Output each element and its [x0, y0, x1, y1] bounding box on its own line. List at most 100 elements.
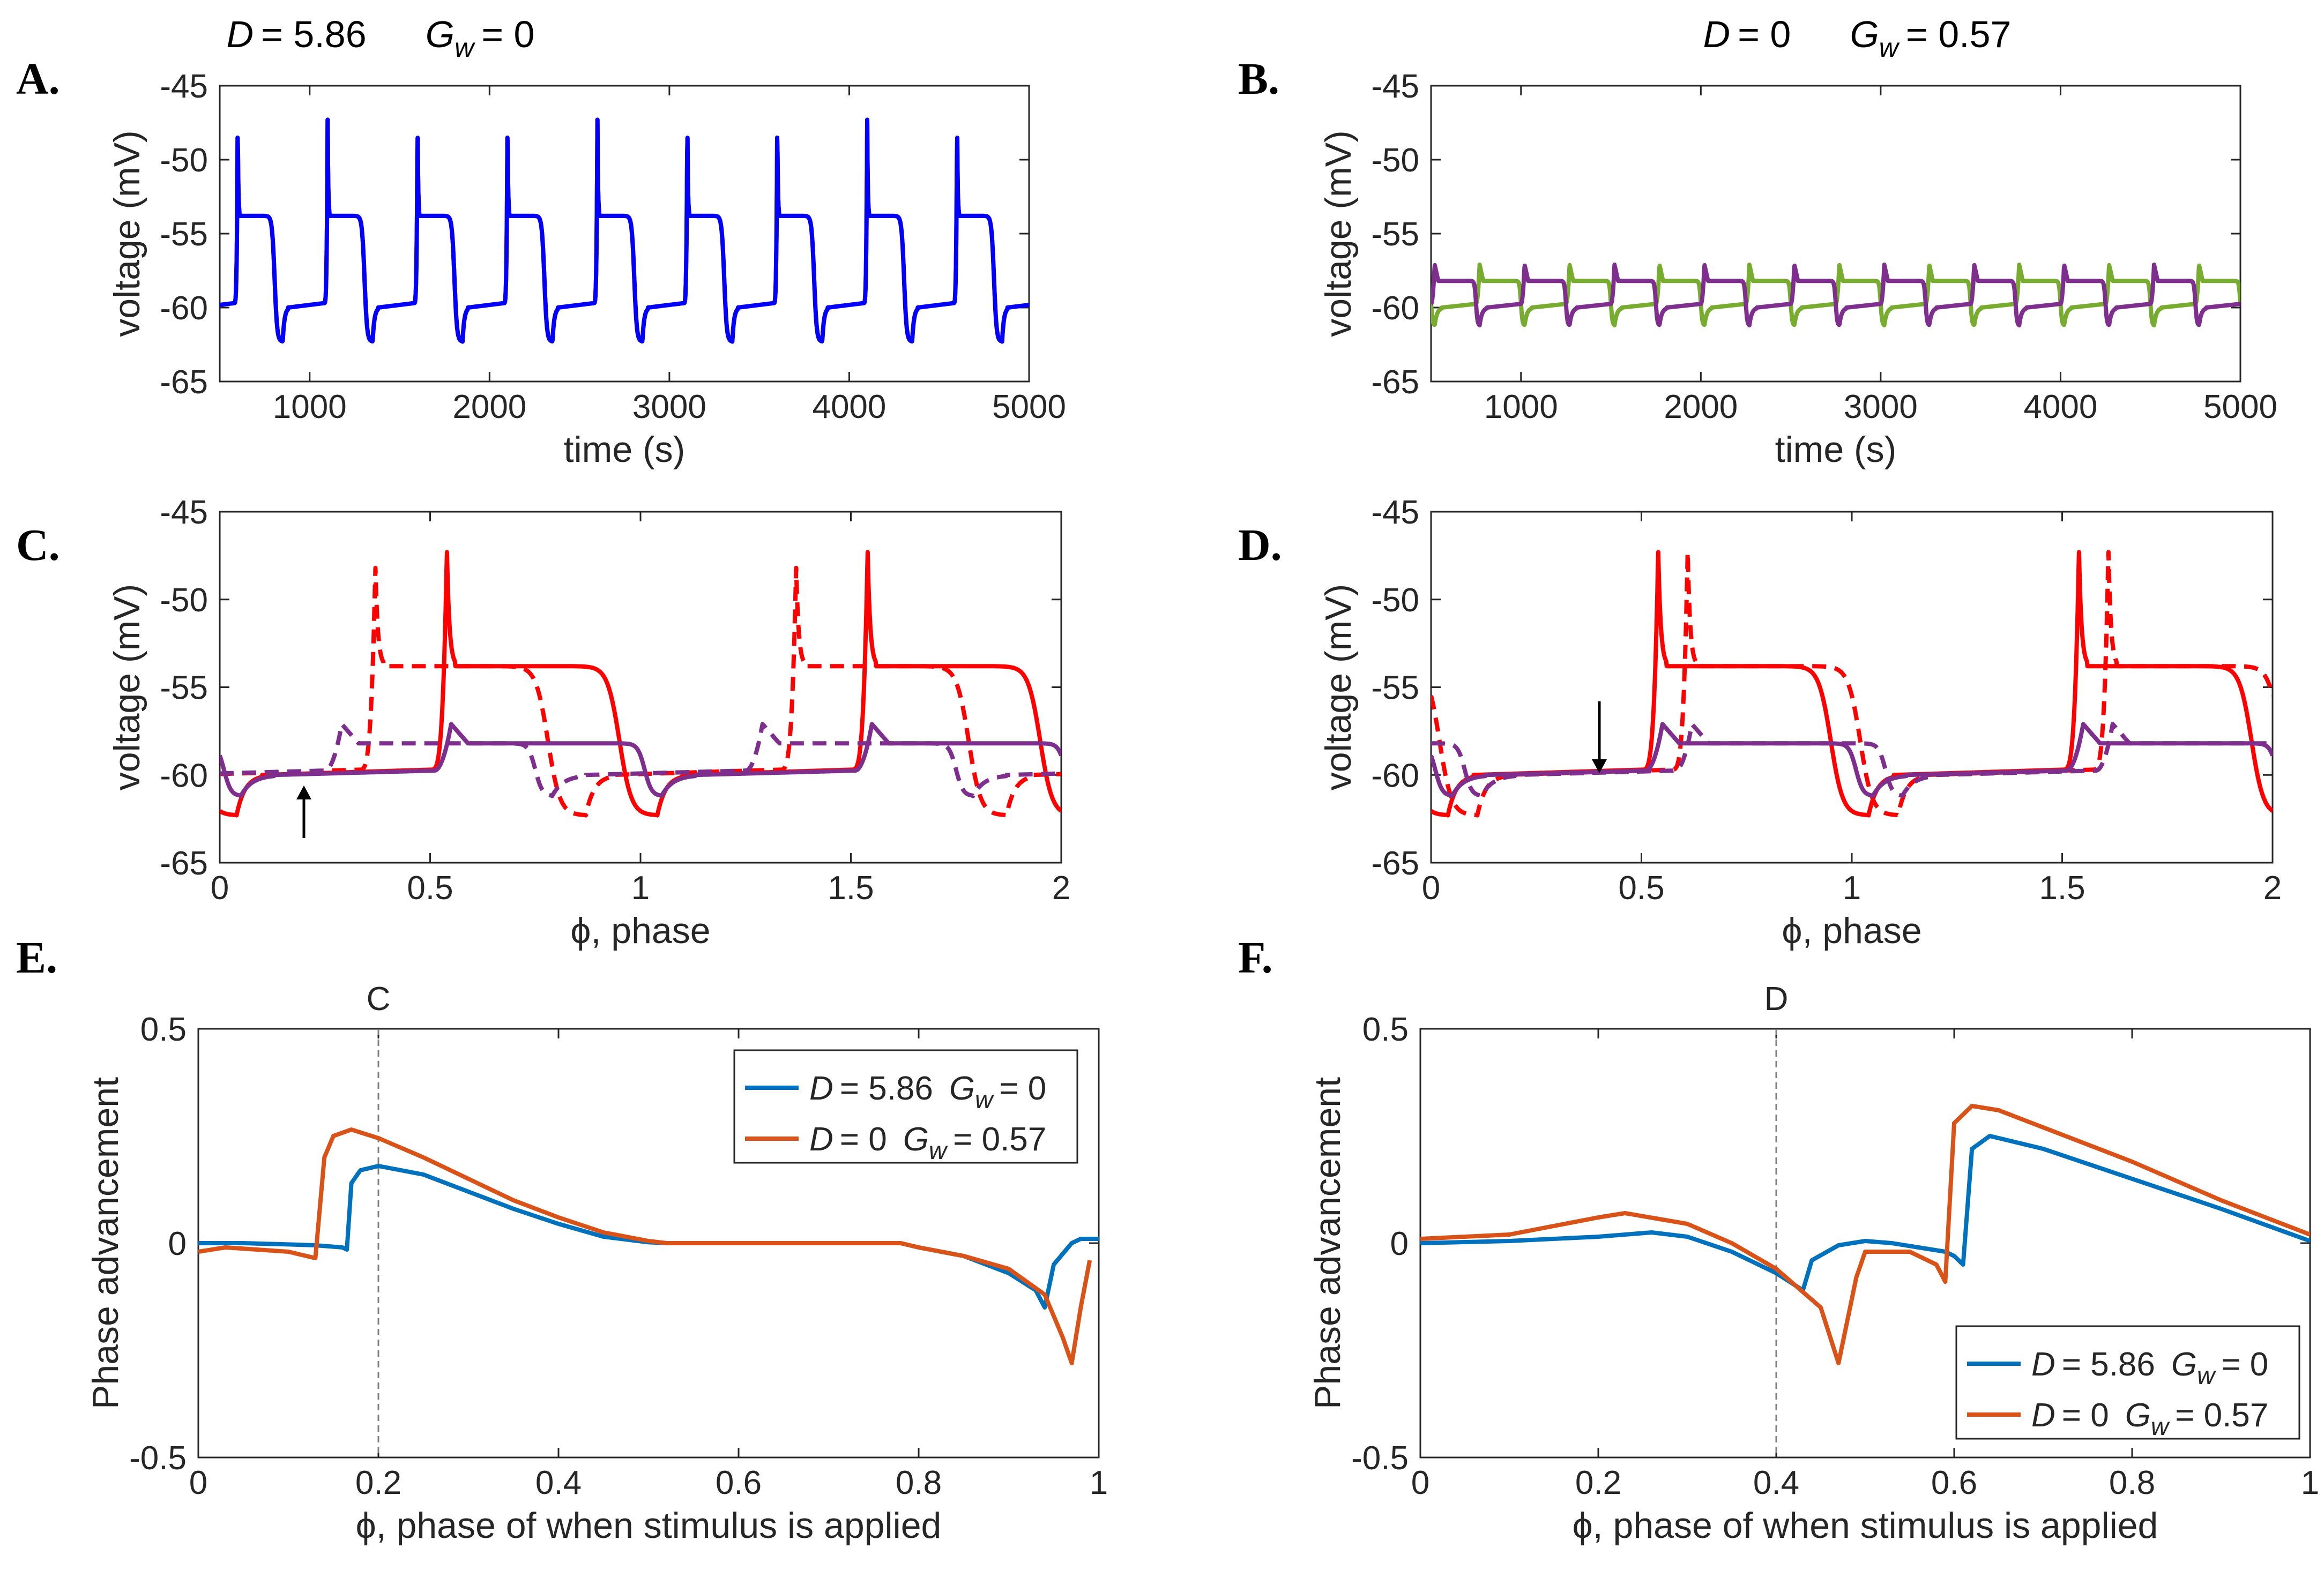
panel-e-xtick-label-0: 0: [189, 1464, 207, 1501]
panel-e-ytick-label-2: -0.5: [129, 1440, 187, 1477]
panel-a-ylabel: voltage (mV): [107, 130, 147, 337]
panel-a: 1000 2000 3000 4000 5000 -45 -50 -55 -60 -65 time …: [16, 54, 1066, 470]
title-left-gval: = 0: [481, 13, 534, 55]
panel-a-ytick-label-0: -45: [160, 68, 208, 105]
panel-a-ytick-label-4: -65: [160, 364, 208, 401]
panel-f-xtick-label-1: 0.2: [1575, 1464, 1621, 1501]
panel-e-series-1: [198, 1127, 1092, 1365]
panel-e-xtick-label-5: 1: [1090, 1464, 1108, 1501]
panel-f-series-1: [1420, 1104, 2310, 1365]
panel-c-xtick-label-3: 1.5: [828, 870, 874, 907]
panel-a-ytick-label-2: -55: [160, 216, 208, 253]
panel-b-plot-box: [1430, 85, 2241, 383]
panel-a-series-1: [220, 117, 1029, 344]
panel-a-xtick-label-4: 5000: [992, 388, 1066, 425]
panel-c-plot-box: [219, 511, 1062, 864]
panel-c: 0 0.5 1 1.5 2 -45 -50 -55 -60 -65 ϕ, phase voltage …: [16, 494, 1070, 951]
panel-d-xtick-label-4: 2: [2263, 870, 2282, 907]
panel-c-arrow-head: [296, 785, 311, 799]
panel-c-ytick-label-0: -45: [160, 494, 208, 531]
title-left-g: G: [426, 13, 455, 55]
panel-c-ytick-label-4: -65: [160, 845, 208, 882]
panel-c-series-3: [220, 722, 1061, 798]
title-right: D = 0 Gw = 0.57: [1703, 13, 2012, 63]
panel-e-panel-letter: E.: [16, 933, 57, 983]
panel-f-legend: D = 5.86 Gw = 0 D = 0 Gw = 0.57: [1955, 1325, 2300, 1440]
panel-f-xtick-label-0: 0: [1411, 1464, 1429, 1501]
panel-e-vline-label: C: [367, 981, 391, 1018]
panel-e-xtick-label-4: 0.8: [896, 1464, 942, 1501]
panel-d-panel-letter: D.: [1238, 520, 1282, 570]
panel-d-xtick-label-2: 1: [1843, 870, 1861, 907]
panel-a-xtick-label-1: 2000: [452, 388, 526, 425]
panel-f-xtick-label-3: 0.6: [1931, 1464, 1977, 1501]
panel-e-legend-label-0: D = 5.86 Gw = 0: [809, 1070, 1046, 1113]
panel-d-xtick-label-1: 0.5: [1618, 870, 1664, 907]
panel-f-ytick-label-0: 0.5: [1362, 1011, 1409, 1048]
panel-b-ytick-label-4: -65: [1371, 364, 1419, 401]
panel-e-xtick-label-2: 0.4: [535, 1464, 582, 1501]
title-left: D = 5.86 Gw = 0: [227, 13, 535, 63]
title-right-g: G: [1850, 13, 1879, 55]
panel-c-panel-letter: C.: [16, 520, 60, 570]
panel-a-xtick-label-3: 4000: [812, 388, 886, 425]
panel-f-ylabel: Phase advancement: [1307, 1077, 1348, 1409]
panel-d-ylabel: voltage (mV): [1318, 584, 1359, 790]
panel-b-xtick-label-0: 1000: [1484, 388, 1558, 425]
panel-b-xtick-label-2: 3000: [1844, 388, 1918, 425]
panel-d-ytick-label-1: -50: [1371, 582, 1419, 619]
panel-f-ytick-label-2: -0.5: [1351, 1440, 1409, 1477]
panel-e-xlabel: ϕ, phase of when stimulus is applied: [356, 1505, 942, 1546]
panel-d-ytick-label-3: -60: [1371, 757, 1419, 794]
title-left-gsub: w: [455, 33, 475, 63]
panel-e-xtick-label-3: 0.6: [716, 1464, 762, 1501]
panel-b-ytick-label-3: -60: [1371, 290, 1419, 327]
panel-f-series-0: [1420, 1134, 2310, 1292]
panel-f-legend-box: [1955, 1325, 2300, 1440]
panel-a-plot-box: [219, 85, 1030, 383]
panel-b-series-1: [1431, 263, 2240, 328]
panel-b-xtick-label-1: 2000: [1664, 388, 1738, 425]
panel-e-ytick-label-1: 0: [168, 1225, 187, 1262]
panel-a-plot-area: [220, 117, 1029, 344]
panel-e-ylabel: Phase advancement: [85, 1077, 126, 1409]
panel-d-xlabel: ϕ, phase: [1782, 910, 1921, 951]
panel-a-ytick-label-1: -50: [160, 142, 208, 179]
panel-a-xlabel: time (s): [564, 429, 686, 470]
title-right-d: D: [1703, 13, 1731, 55]
panel-c-ytick-label-1: -50: [160, 582, 208, 619]
panel-c-xtick-label-1: 0.5: [407, 870, 453, 907]
panel-f-legend-label-0: D = 5.86 Gw = 0: [2031, 1346, 2268, 1389]
panel-e-plot-area: [198, 1029, 1099, 1457]
title-left-dval: = 5.86: [261, 13, 367, 55]
panel-d-ytick-label-2: -55: [1371, 670, 1419, 707]
panel-f-legend-label-1: D = 0 Gw = 0.57: [2031, 1397, 2268, 1440]
title-right-gval: = 0.57: [1906, 13, 2012, 55]
panel-c-series-2: [220, 722, 1061, 798]
panel-f-xtick-label-5: 1: [2301, 1464, 2319, 1501]
panel-e-xtick-label-1: 0.2: [355, 1464, 401, 1501]
panel-b: 1000 2000 3000 4000 5000 -45 -50 -55 -60 -65 time …: [1238, 54, 2277, 470]
panel-c-ylabel: voltage (mV): [107, 584, 147, 790]
panel-f-xtick-label-2: 0.4: [1753, 1464, 1799, 1501]
panel-b-xtick-label-3: 4000: [2023, 388, 2097, 425]
panel-d: 0 0.5 1 1.5 2 -45 -50 -55 -60 -65 ϕ, phase voltage …: [1238, 494, 2282, 951]
panel-f-plot-area: [1420, 1029, 2310, 1457]
panel-e: 0 0.2 0.4 0.6 0.8 10.50-0.5ϕ, phase of when s…: [16, 933, 1108, 1546]
panel-c-xtick-label-2: 1: [631, 870, 650, 907]
panel-d-xtick-label-3: 1.5: [2039, 870, 2085, 907]
panel-c-ytick-label-3: -60: [160, 757, 208, 794]
panel-f-ytick-label-1: 0: [1390, 1225, 1409, 1262]
panel-e-ytick-label-0: 0.5: [140, 1011, 187, 1048]
panel-d-ytick-label-4: -65: [1371, 845, 1419, 882]
panel-a-xtick-label-0: 1000: [273, 388, 347, 425]
panel-a-panel-letter: A.: [16, 54, 60, 104]
panel-b-ytick-label-1: -50: [1371, 142, 1419, 179]
panel-c-plot-area: [220, 550, 1061, 818]
panel-f-xtick-label-4: 0.8: [2109, 1464, 2155, 1501]
panel-b-xlabel: time (s): [1775, 429, 1897, 470]
title-right-gsub: w: [1879, 33, 1900, 63]
panel-d-plot-area: [1431, 550, 2273, 818]
